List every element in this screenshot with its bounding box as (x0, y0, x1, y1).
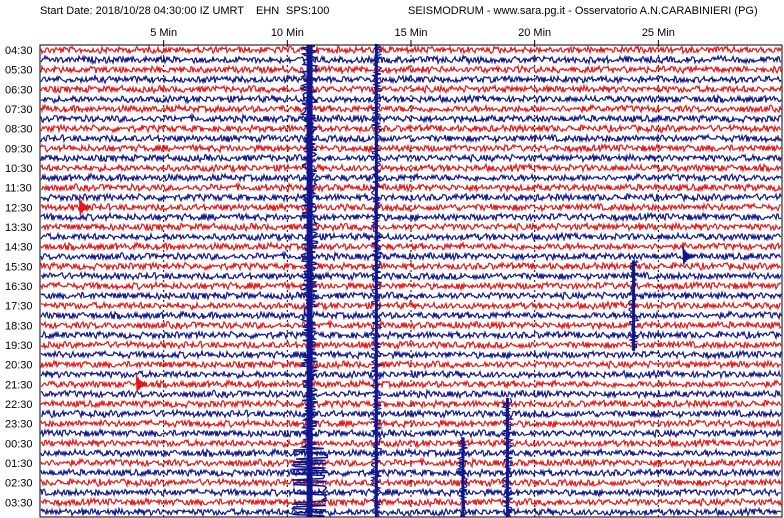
event-spike (461, 437, 465, 517)
seismic-trace (40, 240, 782, 252)
event-spike (374, 44, 378, 518)
seismic-trace (40, 299, 782, 312)
seismic-trace (40, 388, 782, 400)
event-burst (682, 246, 695, 265)
seismic-trace (40, 309, 782, 321)
seismic-trace (40, 339, 782, 351)
seismic-trace (40, 250, 782, 262)
seismic-trace (40, 456, 782, 469)
seismic-trace (40, 496, 782, 508)
event-coda (626, 260, 641, 351)
seismic-trace (40, 358, 782, 371)
y-axis-label: 21:30 (5, 379, 33, 391)
y-axis-label: 23:30 (5, 419, 33, 431)
y-axis-label: 12:30 (5, 202, 33, 214)
y-axis-label: 14:30 (5, 242, 33, 254)
y-axis-label: 03:30 (5, 497, 33, 509)
seismic-trace (40, 506, 782, 518)
station-label: SEISMODRUM - www.sara.pg.it - Osservator… (408, 5, 758, 17)
y-axis-label: 22:30 (5, 399, 33, 411)
seismic-trace (40, 201, 782, 213)
seismic-trace (40, 477, 782, 489)
seismic-trace (40, 417, 782, 430)
event-coda (500, 397, 515, 517)
seismic-trace (40, 133, 782, 145)
seismic-trace (40, 73, 782, 85)
y-axis-label: 00:30 (5, 438, 33, 450)
sps-label: SPS:100 (286, 5, 330, 17)
start-date-label: Start Date: 2018/10/28 04:30:00 IZ UMRT (40, 5, 245, 17)
y-axis-label: 16:30 (5, 281, 33, 293)
event-group (78, 43, 695, 518)
seismic-trace (40, 64, 782, 76)
chart-grid (163, 45, 659, 517)
y-axis-label: 02:30 (5, 478, 33, 490)
x-tick-label: 5 Min (150, 27, 177, 39)
seismic-trace (40, 260, 782, 272)
x-axis-ticks: 5 Min 10 Min 15 Min 20 Min 25 Min (150, 27, 675, 45)
y-axis-label: 18:30 (5, 320, 33, 332)
seismic-trace (40, 53, 782, 66)
y-axis-label: 07:30 (5, 104, 33, 116)
y-axis-label: 11:30 (5, 183, 32, 195)
seismic-trace (40, 437, 782, 449)
seismic-trace (40, 44, 782, 56)
y-axis-label: 09:30 (5, 143, 33, 155)
seismic-trace (40, 427, 782, 440)
seismic-trace (40, 398, 782, 410)
event-coda (456, 436, 469, 518)
seismic-trace (40, 211, 782, 223)
plot-frame (39, 44, 783, 518)
x-tick-label: 15 Min (394, 27, 427, 39)
seismic-trace (40, 319, 782, 331)
seismic-trace (40, 162, 782, 174)
seismic-trace (40, 112, 782, 125)
trace-group (40, 44, 782, 518)
seismic-trace (40, 349, 782, 361)
seismic-trace (40, 83, 782, 95)
event-coda (369, 43, 384, 517)
y-axis-label: 13:30 (5, 222, 33, 234)
seismic-trace (40, 447, 782, 459)
seismic-trace (40, 142, 782, 154)
seismic-trace (40, 172, 782, 183)
seismic-trace (40, 181, 782, 194)
seismic-trace (41, 270, 782, 282)
y-axis-label: 10:30 (5, 163, 33, 175)
seismic-trace (40, 378, 782, 390)
seismic-trace (40, 368, 782, 380)
seismic-trace (40, 289, 782, 302)
seismic-trace (40, 93, 782, 105)
y-axis-label: 05:30 (5, 65, 33, 77)
y-axis-label: 01:30 (5, 458, 33, 470)
y-axis-label: 06:30 (5, 84, 33, 96)
header: Start Date: 2018/10/28 04:30:00 IZ UMRT … (0, 0, 784, 22)
seismic-trace (40, 486, 782, 498)
x-tick-label: 25 Min (642, 27, 675, 39)
seismic-trace (40, 192, 782, 203)
seismic-trace (40, 280, 782, 292)
seismic-trace (40, 408, 782, 420)
seismic-trace (40, 221, 782, 233)
y-axis-label: 15:30 (5, 261, 33, 273)
x-tick-label: 10 Min (271, 27, 304, 39)
y-axis-label: 19:30 (5, 340, 33, 352)
event-burst (78, 197, 91, 216)
y-axis-label: 08:30 (5, 124, 33, 136)
y-axis-label: 20:30 (5, 360, 33, 372)
x-tick-label: 20 Min (518, 27, 551, 39)
event-coda (290, 44, 329, 517)
seismic-trace (40, 329, 782, 341)
seismic-trace (40, 123, 781, 135)
seismic-trace (40, 231, 782, 243)
y-axis-label: 17:30 (5, 301, 33, 313)
seismic-trace (40, 467, 781, 479)
y-axis-label: 04:30 (5, 45, 33, 57)
seismic-trace (40, 103, 782, 115)
y-axis-labels: 04:30 05:30 06:30 07:30 08:30 09:30 10:30 11:30… (5, 45, 33, 509)
channel-label: EHN (256, 5, 280, 17)
event-burst (135, 374, 148, 393)
seismic-trace (40, 152, 782, 164)
